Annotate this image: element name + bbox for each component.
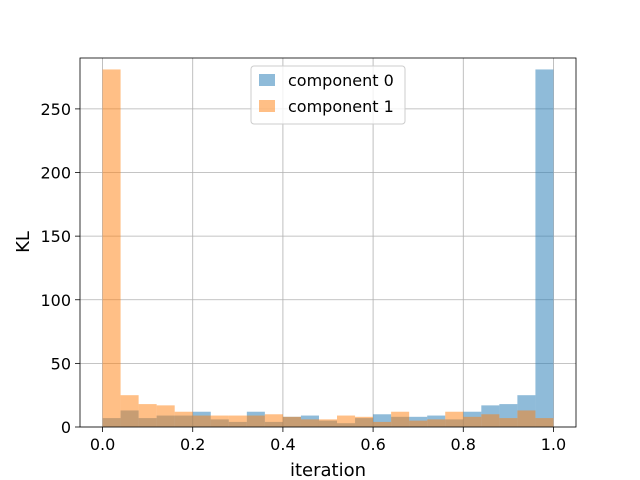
y-tick-label: 250 <box>40 100 71 119</box>
bar-series-1-bin-17 <box>409 420 428 427</box>
bar-series-1-bin-7 <box>228 415 247 427</box>
y-axis-label: KL <box>13 231 34 253</box>
legend-box <box>250 65 406 125</box>
bar-series-1-bin-13 <box>337 415 356 427</box>
bar-series-1-bin-0 <box>102 69 121 427</box>
x-tick-label: 0.6 <box>360 435 385 454</box>
y-tick-label: 150 <box>40 227 71 246</box>
y-tick-label: 50 <box>51 354 71 373</box>
legend: component 0 component 1 <box>250 65 406 125</box>
bar-series-1-bin-16 <box>391 411 410 427</box>
x-tick-label: 1.0 <box>541 435 566 454</box>
bar-series-1-bin-19 <box>445 411 464 427</box>
y-tick-label: 200 <box>40 164 71 183</box>
legend-label-component-1: component 1 <box>288 97 394 116</box>
x-tick-label: 0.2 <box>180 435 205 454</box>
bar-series-1-bin-14 <box>355 416 374 427</box>
bar-series-1-bin-5 <box>192 415 211 427</box>
bar-series-1-bin-23 <box>517 410 536 427</box>
bar-series-1-bin-6 <box>210 415 229 427</box>
bar-series-1-bin-10 <box>282 416 301 427</box>
bar-series-1-bin-12 <box>318 419 338 427</box>
legend-swatch-component-0 <box>259 74 275 86</box>
bar-series-1-bin-3 <box>156 405 175 427</box>
bar-series-1-bin-24 <box>535 418 554 427</box>
x-tick-label: 0.8 <box>451 435 476 454</box>
axis-ticks: 0.0 0.2 0.4 0.6 0.8 1.0 0 50 100 150 200 250 <box>40 100 566 454</box>
bar-series-1-bin-2 <box>138 404 157 427</box>
bar-series-1-bin-15 <box>373 421 392 427</box>
bar-series-1-bin-9 <box>264 414 283 427</box>
bar-series-1-bin-8 <box>246 415 265 427</box>
bar-series-1-bin-11 <box>300 419 319 427</box>
bar-series-1-bin-22 <box>499 418 518 427</box>
bar-series-1-bin-20 <box>463 416 482 427</box>
bar-series-1-bin-21 <box>481 414 500 427</box>
x-tick-label: 0.4 <box>270 435 295 454</box>
x-tick-label: 0.0 <box>90 435 115 454</box>
bar-series-1-bin-4 <box>174 411 193 427</box>
legend-label-component-0: component 0 <box>288 71 394 90</box>
legend-swatch-component-1 <box>259 100 275 112</box>
y-tick-label: 0 <box>61 418 71 437</box>
bar-series-0-bin-24 <box>535 69 554 427</box>
bar-series-1-bin-18 <box>427 419 446 427</box>
x-axis-label: iteration <box>290 460 366 480</box>
histogram-bars <box>102 69 554 427</box>
y-tick-label: 100 <box>40 291 71 310</box>
plot-frame <box>79 57 577 428</box>
bar-series-1-bin-1 <box>120 395 139 427</box>
